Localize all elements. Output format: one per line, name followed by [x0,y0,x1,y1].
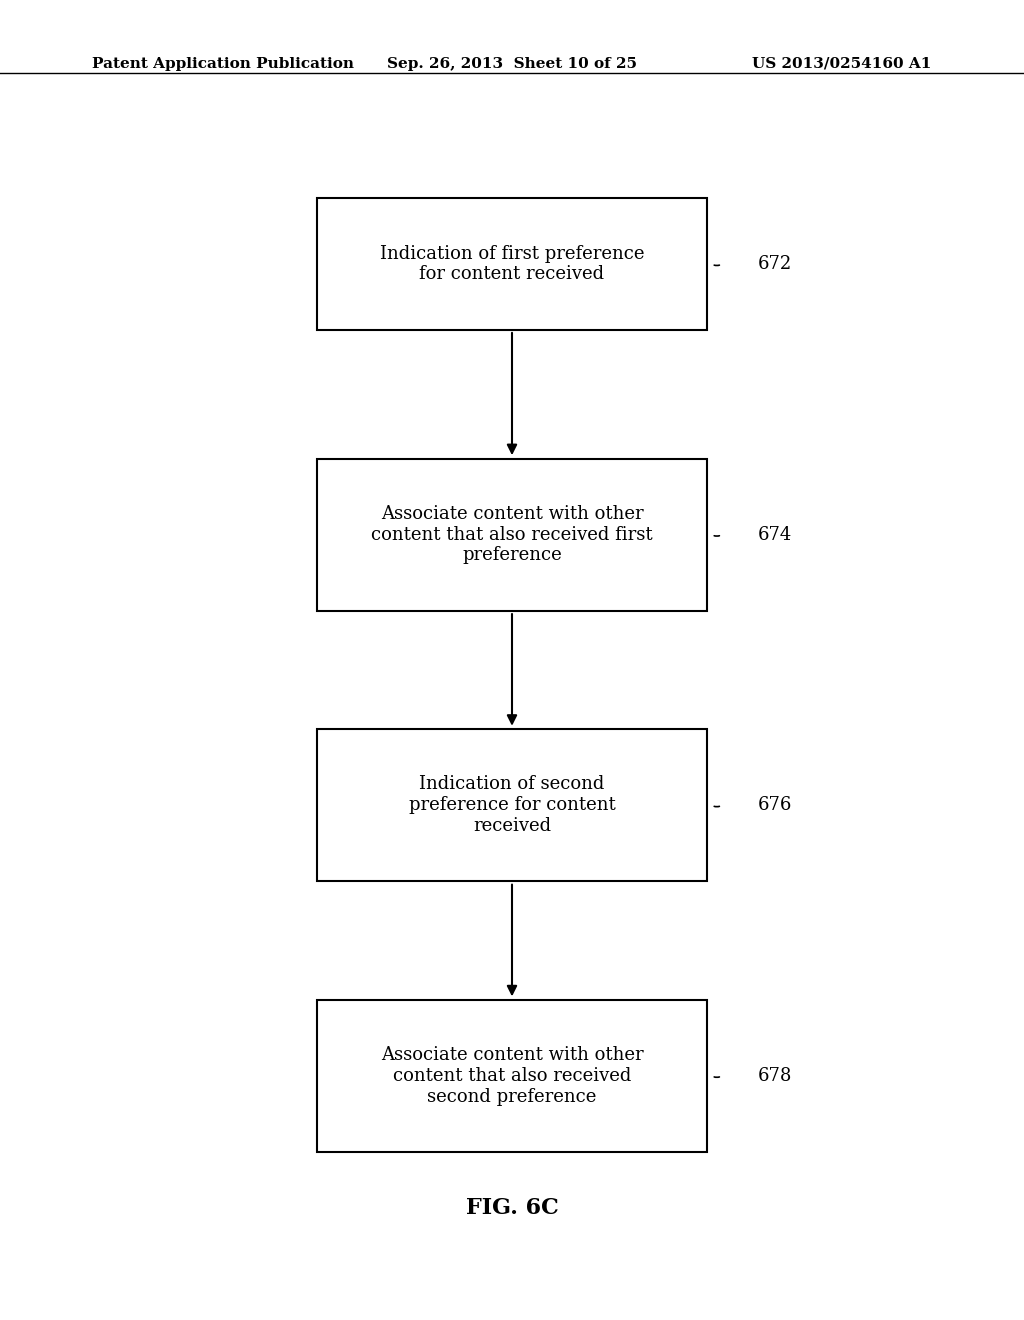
Text: Indication of first preference
for content received: Indication of first preference for conte… [380,244,644,284]
Text: Associate content with other
content that also received
second preference: Associate content with other content tha… [381,1045,643,1106]
Text: 674: 674 [758,525,792,544]
Text: 678: 678 [758,1067,793,1085]
FancyBboxPatch shape [317,1001,707,1151]
Text: 676: 676 [758,796,793,814]
Text: Indication of second
preference for content
received: Indication of second preference for cont… [409,775,615,836]
FancyBboxPatch shape [317,198,707,330]
Text: 672: 672 [758,255,792,273]
Text: Patent Application Publication: Patent Application Publication [92,57,354,71]
FancyBboxPatch shape [317,459,707,610]
Text: Associate content with other
content that also received first
preference: Associate content with other content tha… [371,504,653,565]
Text: US 2013/0254160 A1: US 2013/0254160 A1 [753,57,932,71]
Text: Sep. 26, 2013  Sheet 10 of 25: Sep. 26, 2013 Sheet 10 of 25 [387,57,637,71]
FancyBboxPatch shape [317,729,707,882]
Text: FIG. 6C: FIG. 6C [466,1197,558,1218]
